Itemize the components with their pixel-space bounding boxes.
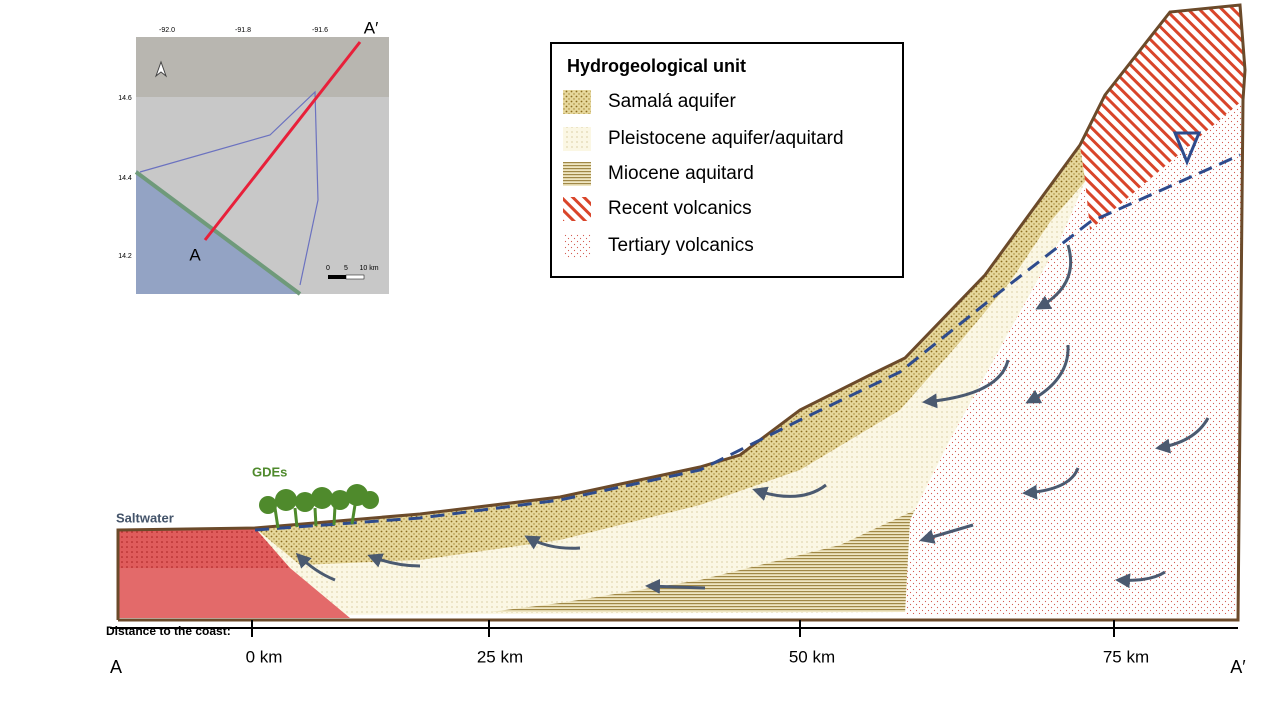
flow-arrow — [1025, 344, 1070, 404]
legend-item: Tertiary volcanics — [608, 235, 754, 256]
legend: Hydrogeological unit Samalá aquifer Plei… — [550, 42, 904, 278]
legend-item: Recent volcanics — [608, 198, 752, 219]
saltwater-unit — [118, 528, 290, 568]
map-point: A — [189, 245, 201, 264]
flow-arrow — [919, 523, 974, 544]
saltwater-unit-lower — [118, 568, 350, 618]
legend-item: Samalá aquifer — [608, 91, 736, 112]
legend-title: Hydrogeological unit — [567, 56, 746, 76]
lat-tick: 14.4 — [118, 175, 132, 182]
flow-arrow — [1155, 417, 1210, 454]
flow-arrow — [1115, 570, 1166, 589]
scale-label: 0 — [326, 265, 330, 272]
lat-tick: 14.6 — [118, 95, 132, 102]
lon-tick: -92.0 — [159, 27, 175, 34]
flow-arrow — [1035, 244, 1073, 310]
axis-title: Distance to the coast: — [106, 624, 231, 638]
tick-label: 25 km — [477, 647, 523, 666]
scale-label: 10 km — [359, 265, 378, 272]
water-table — [254, 153, 1241, 532]
miocene-unit — [490, 510, 915, 612]
flow-arrow — [1022, 467, 1080, 500]
lon-tick: -91.8 — [235, 27, 251, 34]
flow-arrow — [524, 535, 581, 550]
legend-item: Miocene aquitard — [608, 163, 754, 184]
gde-trees — [259, 484, 379, 529]
section-end: A′ — [1230, 657, 1246, 677]
geology — [116, 3, 1247, 622]
lat-tick: 14.2 — [118, 253, 132, 260]
flow-arrow — [645, 578, 706, 594]
lon-tick: -91.6 — [312, 27, 328, 34]
tick-label: 0 km — [246, 647, 283, 666]
section-outline — [116, 3, 1247, 622]
saltwater-label: Saltwater — [116, 510, 174, 525]
legend-item: Pleistocene aquifer/aquitard — [608, 128, 844, 149]
axis-ticks — [251, 620, 1115, 637]
flow-arrow — [367, 553, 421, 568]
inset-map: 0 5 10 km -92.0 -91.8 -91.6 14.6 14.4 14… — [118, 18, 389, 296]
flow-arrow — [295, 552, 336, 582]
recent-unit — [1080, 5, 1245, 230]
flow-arrow — [752, 483, 827, 501]
water-table-symbol — [1172, 131, 1202, 166]
gde-label: GDEs — [252, 464, 287, 479]
flow-arrows — [295, 244, 1210, 594]
section-end: A — [110, 657, 122, 677]
samala-unit — [255, 145, 1088, 565]
scale-label: 5 — [344, 265, 348, 272]
tertiary-unit — [905, 100, 1243, 614]
tick-label: 75 km — [1103, 647, 1149, 666]
map-point: A′ — [364, 18, 379, 37]
pleistocene-unit — [118, 145, 1088, 616]
tick-label: 50 km — [789, 647, 835, 666]
flow-arrow — [922, 359, 1010, 409]
